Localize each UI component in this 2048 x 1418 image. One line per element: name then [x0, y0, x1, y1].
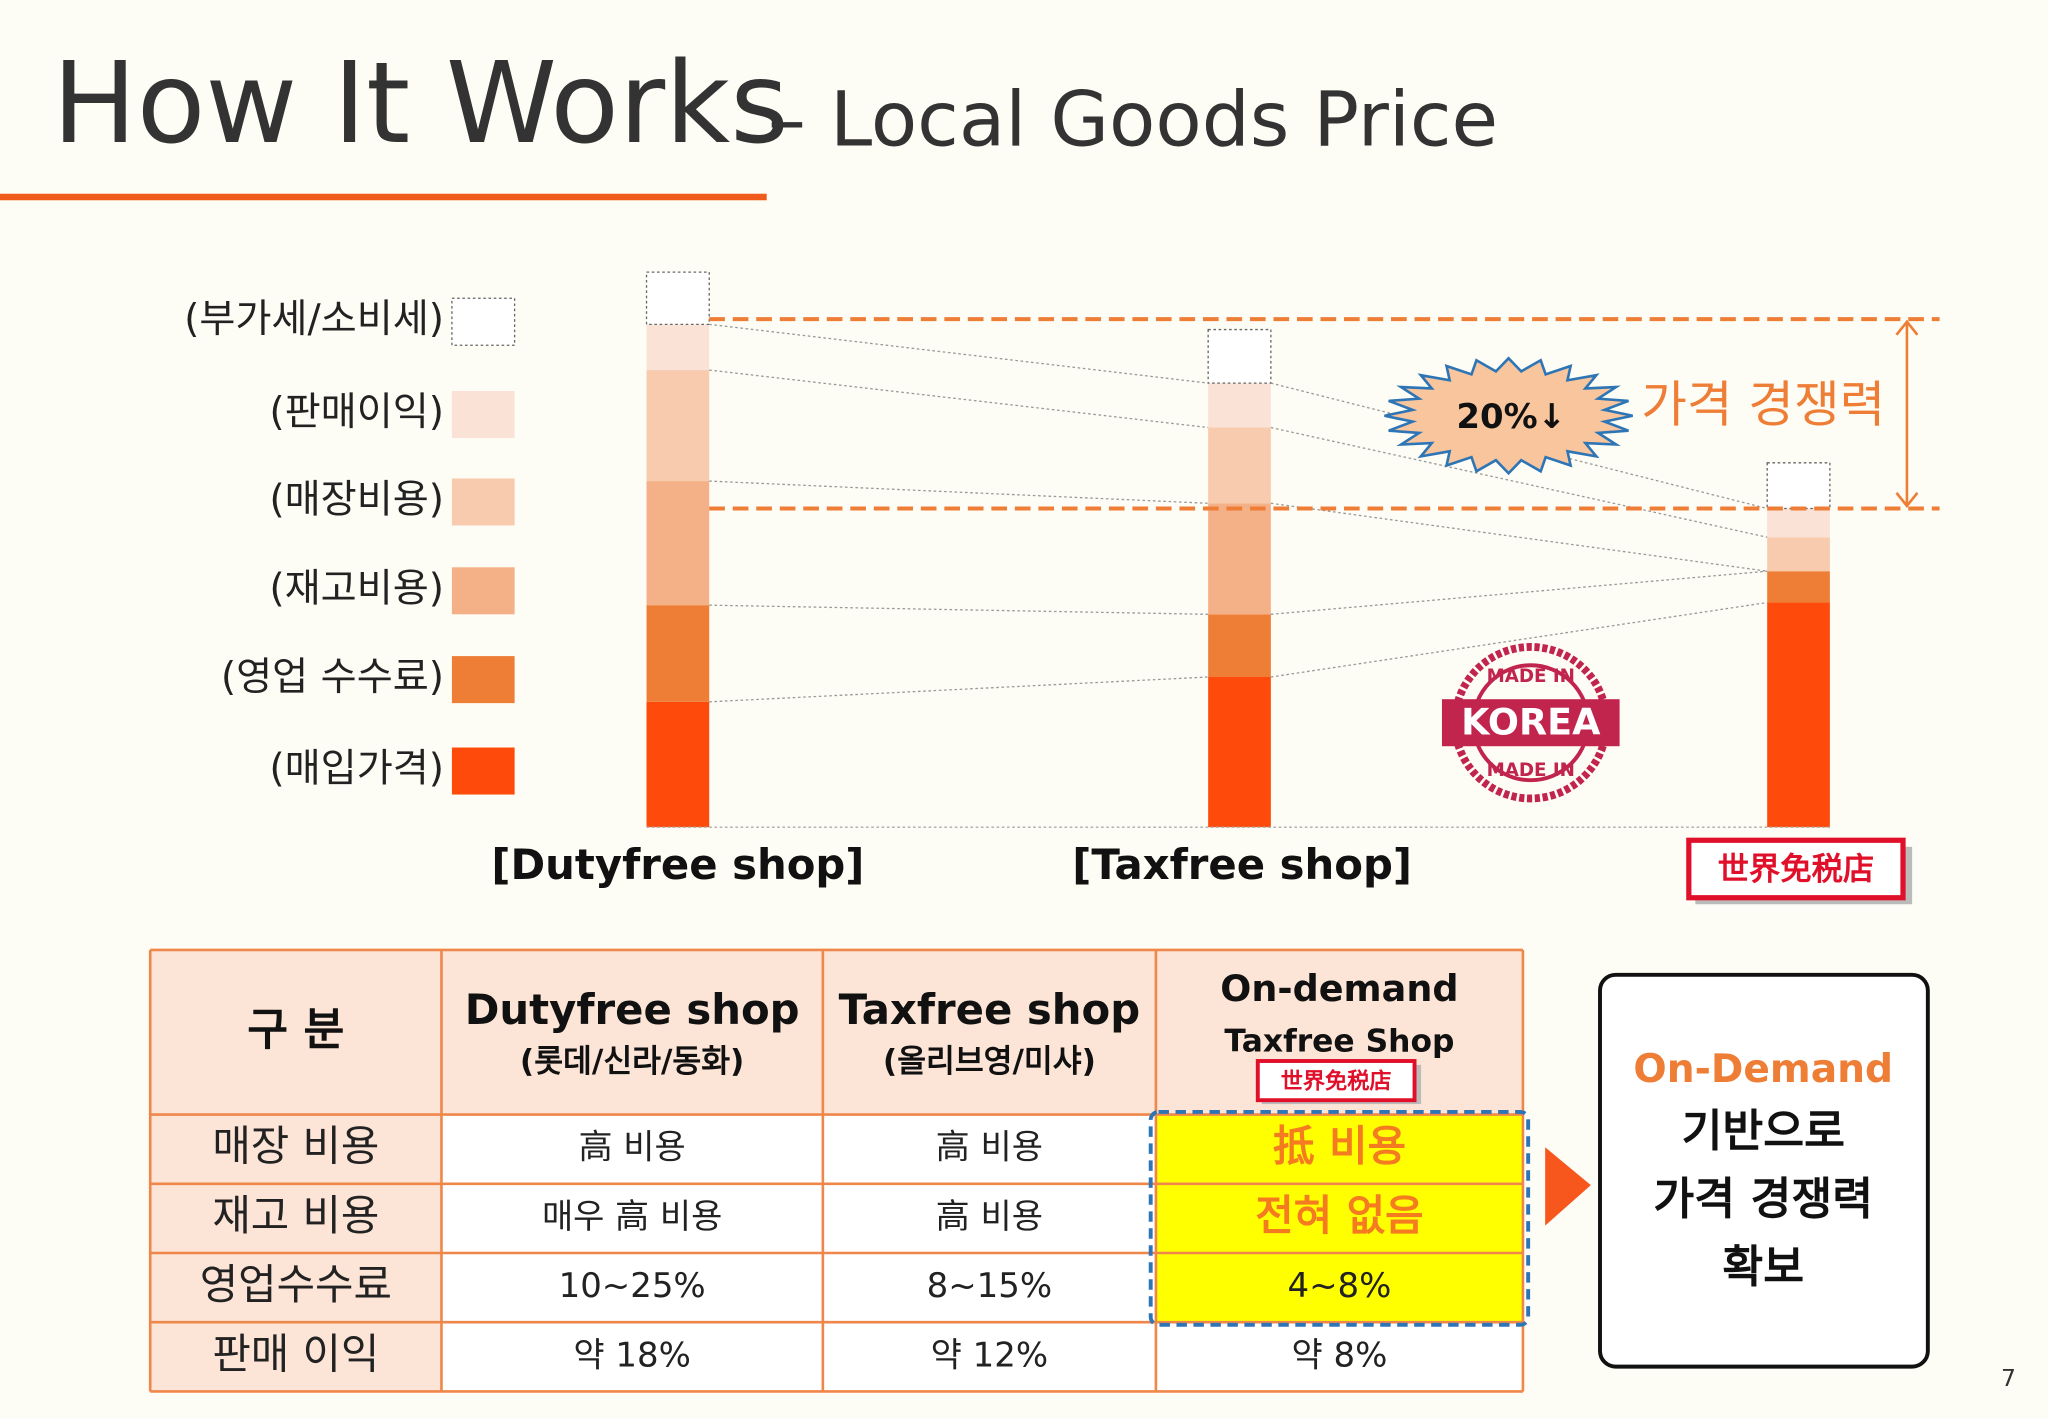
- title: How It Works: [52, 39, 789, 169]
- legend-swatch: [451, 390, 515, 438]
- callout-line: 가격 경쟁력: [1653, 1174, 1873, 1225]
- table-cell: 高 비용: [579, 1128, 686, 1168]
- bar-segment: [646, 481, 710, 606]
- bar-segment: [1208, 614, 1271, 677]
- bar-segment: [646, 605, 710, 702]
- table-cell: 4~8%: [1287, 1266, 1391, 1306]
- logo-box: [1686, 837, 1906, 901]
- table: 구 분 Dutyfree shop (롯데/신라/동화) Taxfree shop (올…: [148, 948, 1531, 1393]
- stamp-text: MADE IN: [1487, 760, 1575, 781]
- table-cell: 高 비용: [936, 1128, 1043, 1168]
- legend-label: (부가세/소비세): [184, 297, 444, 342]
- legend-swatch: [451, 478, 515, 526]
- connector: [1270, 382, 1768, 510]
- connector: [709, 369, 1209, 429]
- table-cell: 전혀 없음: [1255, 1191, 1423, 1240]
- table-cell: 抵 비용: [1273, 1122, 1406, 1171]
- bar-segment: [1208, 383, 1271, 428]
- row-header: 영업수수료: [200, 1260, 392, 1309]
- category-label: 世界免税店: [1718, 851, 1875, 887]
- table-cell: 약 18%: [573, 1335, 690, 1375]
- connector: [1270, 570, 1768, 615]
- bar-segment: [1208, 503, 1271, 615]
- row-header: 판매 이익: [212, 1329, 379, 1378]
- stamp-band: [1441, 699, 1620, 747]
- starburst: [1384, 356, 1633, 476]
- page-number: 7: [2001, 1364, 2016, 1392]
- arrow-head: [1895, 319, 1919, 508]
- column-header: Dutyfree shop: [465, 985, 800, 1034]
- connector: [709, 323, 1209, 384]
- bar-segment: [645, 271, 710, 325]
- column-subheader: (롯데/신라/동화): [520, 1043, 744, 1079]
- stamp-text: MADE IN: [1487, 666, 1575, 687]
- legend-label: (판매이익): [269, 390, 444, 435]
- column-subheader: (올리브영/미샤): [883, 1043, 1096, 1079]
- legend-swatch: [451, 567, 515, 615]
- column-header: On-demand: [1220, 967, 1458, 1010]
- row-header: 매장 비용: [212, 1122, 379, 1171]
- table-cell: 약 8%: [1291, 1335, 1387, 1375]
- table-cell: 매우 高 비용: [542, 1197, 722, 1237]
- callout-title: On-Demand: [1633, 1047, 1893, 1092]
- table-cell: 10~25%: [559, 1266, 706, 1306]
- highlight: [1155, 1114, 1523, 1323]
- bar-segment: [1767, 571, 1830, 603]
- title-rule: [0, 193, 767, 201]
- bar-segment: [1208, 677, 1271, 828]
- callout-box: [1598, 972, 1930, 1369]
- column-header: Taxfree shop: [839, 985, 1141, 1034]
- legend-swatch: [451, 747, 515, 795]
- logo-box: [1255, 1059, 1417, 1103]
- bar-segment: [1767, 537, 1830, 572]
- bar-segment: [1208, 427, 1271, 504]
- subtitle: – Local Goods Price: [768, 75, 1498, 163]
- connector: [1270, 601, 1768, 678]
- legend-swatch: [451, 297, 516, 346]
- highlight-frame: [1148, 1109, 1531, 1327]
- callout-line: 기반으로: [1682, 1106, 1845, 1157]
- arrow: [1545, 1147, 1591, 1226]
- bar-segment: [1767, 508, 1830, 538]
- logo-text: 世界免税店: [1281, 1067, 1392, 1094]
- stamp-text: KOREA: [1461, 701, 1601, 744]
- legend-label: (영업 수수료): [221, 655, 444, 700]
- bar-segment: [1767, 602, 1830, 828]
- chart: (매입가격) (영업 수수료) (재고비용) (매장비용) (판매이익) (부가세/소비세…: [184, 271, 1940, 905]
- connector: [1270, 426, 1768, 538]
- annotation: 가격 경쟁력: [1641, 375, 1885, 433]
- legend-label: (매입가격): [269, 747, 444, 792]
- category-label: [Dutyfree shop]: [491, 840, 864, 889]
- table-cell: 약 12%: [931, 1335, 1048, 1375]
- legend-swatch: [451, 656, 515, 704]
- table-cell: 8~15%: [927, 1266, 1052, 1306]
- column-subheader: Taxfree Shop: [1224, 1024, 1454, 1060]
- callout-line: 확보: [1722, 1242, 1804, 1293]
- annotation: 20%↓: [1456, 397, 1566, 437]
- bar-segment: [646, 370, 710, 482]
- bar-segment: [1207, 328, 1272, 384]
- bar-segment: [646, 701, 710, 828]
- row-header: 재고 비용: [212, 1191, 379, 1240]
- legend-label: (재고비용): [269, 566, 444, 611]
- category-label: [Taxfree shop]: [1072, 840, 1412, 889]
- bar-segment: [646, 324, 710, 371]
- column-header: 구 분: [247, 1004, 344, 1055]
- table-cell: 高 비용: [936, 1197, 1043, 1237]
- bar-segment: [1766, 462, 1831, 510]
- legend-label: (매장비용): [269, 477, 444, 522]
